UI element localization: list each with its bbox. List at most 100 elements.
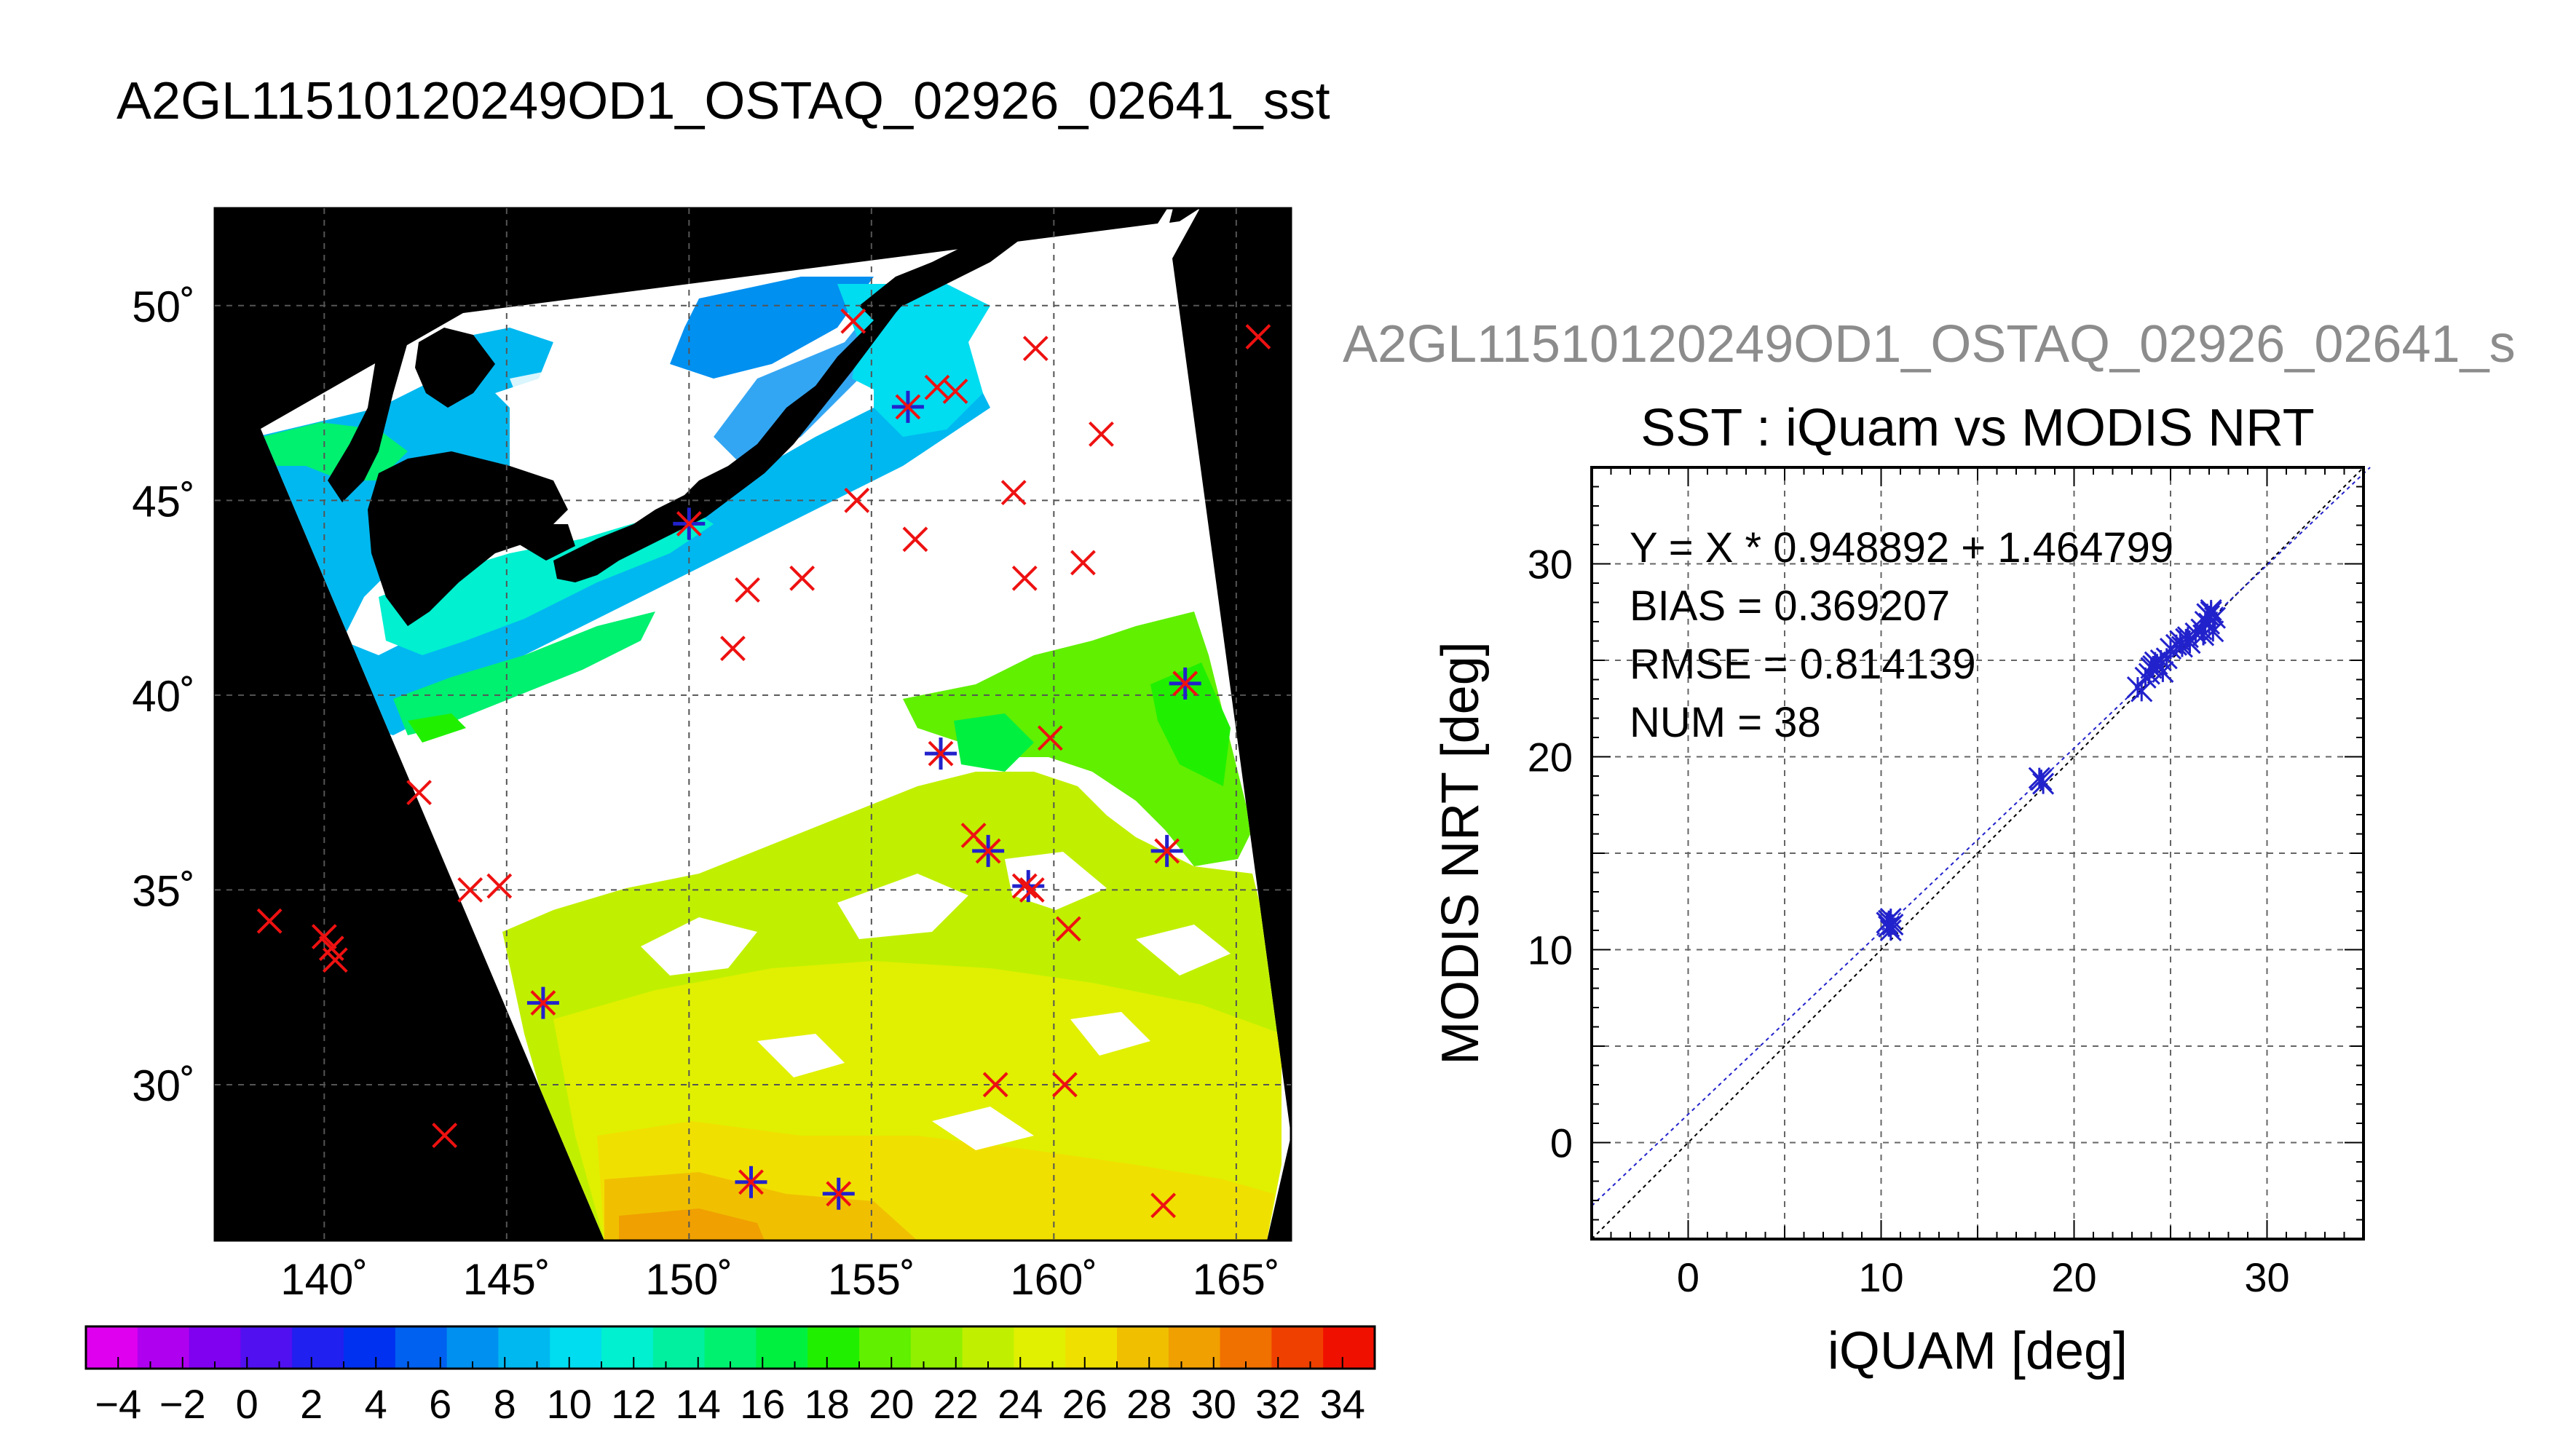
colorbar-tick-label: 30 (1191, 1381, 1236, 1427)
colorbar-swatch (1168, 1326, 1221, 1369)
scatter-y-tick-label: 30 (1528, 542, 1573, 587)
map-red-marker (942, 379, 968, 404)
map-red-marker (1037, 725, 1063, 751)
map-red-marker (1022, 336, 1049, 362)
map-red-marker (1070, 550, 1096, 576)
map-markers (256, 308, 1271, 1219)
map-red-marker (840, 308, 866, 334)
colorbar-swatch (292, 1326, 344, 1369)
map-red-marker (735, 577, 760, 603)
land-masses (328, 233, 1019, 626)
scatter-y-tick-label: 20 (1528, 735, 1573, 780)
map-red-marker (1245, 324, 1271, 349)
map-red-marker (844, 487, 870, 513)
map-lon-label: 145˚ (463, 1255, 550, 1304)
scatter-suptitle: A2GL11510120249OD1_OSTAQ_02926_02641_s (1343, 315, 2516, 373)
scatter-points (1876, 599, 2227, 942)
colorbar-tick-label: 28 (1126, 1381, 1172, 1427)
map-red-marker (311, 924, 337, 950)
scatter-plot: SST : iQuam vs MODIS NRT 0 10 20 300102030 … (1431, 399, 2371, 1380)
scatter-point (2032, 772, 2055, 795)
scatter-y-tick-label: 0 (1550, 1120, 1573, 1166)
colorbar-swatch (652, 1326, 706, 1369)
map-red-marker (895, 394, 921, 420)
map-red-marker (1154, 838, 1180, 864)
map-red-marker (975, 838, 1001, 864)
map-red-marker (982, 1072, 1008, 1098)
map-lat-label: 50˚ (132, 282, 195, 331)
map-red-marker (1011, 873, 1038, 899)
colorbar-tick-label: 0 (236, 1381, 258, 1427)
scatter-point (2142, 654, 2165, 678)
map-lon-label: 160˚ (1010, 1255, 1097, 1304)
scatter-point (2176, 626, 2199, 649)
map-red-marker (432, 1123, 458, 1148)
map-gridlines (215, 208, 1291, 1241)
map-red-marker (1011, 565, 1038, 591)
map-red-marker (928, 740, 954, 767)
scatter-point (2138, 662, 2160, 685)
colorbar-swatch (756, 1326, 808, 1369)
map-red-marker (1150, 1192, 1177, 1219)
map-lon-label: 155˚ (828, 1255, 915, 1304)
page-title: A2GL11510120249OD1_OSTAQ_02926_02641_sst (117, 72, 1330, 130)
colorbar-tick-label: 20 (869, 1381, 914, 1427)
colorbar-tick-label: 22 (933, 1381, 979, 1427)
colorbar-tick-label: 10 (547, 1381, 592, 1427)
map-red-marker (676, 511, 702, 537)
colorbar-swatch (137, 1326, 190, 1369)
colorbar-swatch (807, 1326, 860, 1369)
colorbar-tick-label: 16 (740, 1381, 785, 1427)
colorbar (84, 1325, 1376, 1370)
colorbar-swatch (1323, 1326, 1375, 1369)
colorbar-tick-label: 14 (676, 1381, 721, 1427)
colorbar-tick-label: 18 (805, 1381, 850, 1427)
scatter-xlabel: iQUAM [deg] (1828, 1322, 2128, 1380)
colorbar-tick-label: −4 (95, 1381, 141, 1427)
scatter-y-tick-label: 10 (1528, 927, 1573, 973)
map-red-marker (789, 565, 816, 591)
map-lat-labels: 50˚ 45˚ 40˚ 35˚ 30˚ (132, 282, 195, 1110)
colorbar-swatch (498, 1326, 550, 1369)
map-red-marker (457, 877, 483, 903)
scatter-point (2131, 680, 2153, 703)
map-lat-label: 45˚ (132, 477, 195, 526)
scatter-x-tick-label: 20 (2051, 1254, 2096, 1300)
scatter-x-tick-label: 0 (1677, 1254, 1699, 1300)
colorbar-tick-label: −2 (159, 1381, 206, 1427)
colorbar-swatch (1117, 1326, 1169, 1369)
colorbar-tick-label: 4 (365, 1381, 387, 1427)
map-red-marker (902, 526, 928, 553)
colorbar-tick-label: 6 (429, 1381, 451, 1427)
scatter-point (2028, 767, 2050, 789)
colorbar-swatch (1014, 1326, 1066, 1369)
map-frame (213, 207, 1292, 1242)
colorbar-swatch (1065, 1326, 1118, 1369)
map-lat-label: 40˚ (132, 672, 195, 721)
scatter-minor-ticks (1591, 467, 2364, 1240)
colorbar-tick-label: 32 (1255, 1381, 1300, 1427)
map-red-marker (1089, 421, 1114, 447)
colorbar-swatch (395, 1326, 448, 1369)
scatter-point (2152, 660, 2174, 683)
colorbar-tick-label: 24 (998, 1381, 1043, 1427)
colorbar-swatch (601, 1326, 654, 1369)
map-lon-label: 140˚ (280, 1255, 368, 1304)
scatter-ylabel: MODIS NRT [deg] (1431, 641, 1490, 1065)
colorbar-swatch (859, 1326, 912, 1369)
scatter-gridlines (1592, 467, 2364, 1239)
scatter-title: SST : iQuam vs MODIS NRT (1640, 399, 2315, 457)
scatter-point (2200, 601, 2222, 623)
map-red-marker (1019, 877, 1045, 903)
colorbar-swatch (344, 1326, 396, 1369)
colorbar-tick-label: 34 (1320, 1381, 1365, 1427)
map-red-marker (1051, 1072, 1078, 1098)
colorbar-swatch (86, 1326, 138, 1369)
colorbar-tick-labels: −4 −2 0 2 4 6 8 10 12 14 16 18 20 22 24 26 28 30 32 34 (95, 1381, 1365, 1427)
map-red-marker (322, 947, 348, 973)
colorbar-tick-label: 8 (494, 1381, 516, 1427)
colorbar-swatch (240, 1326, 293, 1369)
colorbar-swatch (550, 1326, 602, 1369)
scatter-point (1876, 911, 1898, 934)
